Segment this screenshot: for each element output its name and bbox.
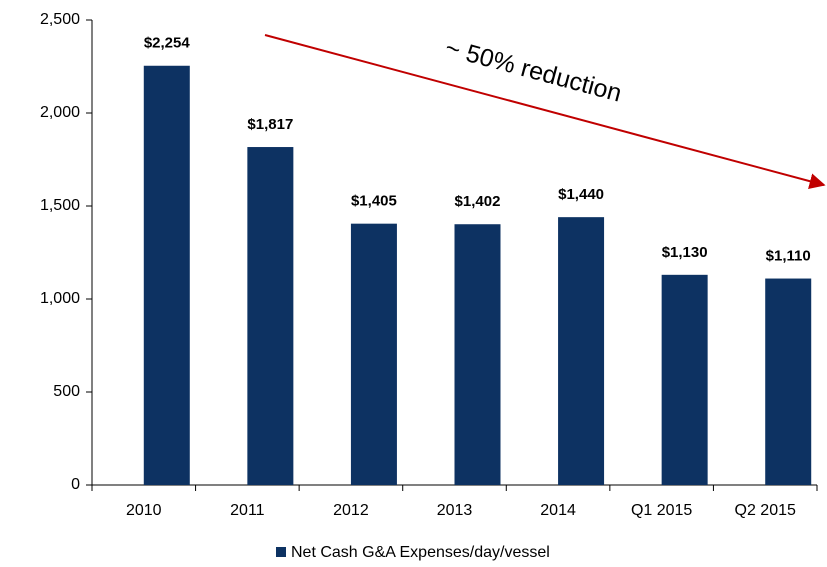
x-tick-label: 2011 — [230, 502, 265, 519]
value-label: $1,130 — [662, 244, 708, 261]
x-tick-label: 2010 — [126, 502, 162, 519]
annotation: ~ 50% reduction — [442, 34, 624, 108]
x-tick-label: 2013 — [437, 502, 473, 519]
bar — [661, 274, 708, 485]
bar — [558, 217, 605, 485]
bar — [247, 147, 294, 485]
y-tick-label: 1,000 — [40, 290, 80, 307]
value-label: $1,440 — [558, 186, 604, 203]
y-tick-label: 2,000 — [40, 104, 80, 121]
y-tick-label: 0 — [71, 476, 80, 493]
x-tick-label: 2014 — [540, 502, 576, 519]
value-label: $1,817 — [247, 116, 293, 133]
legend-swatch — [276, 547, 286, 557]
y-tick-label: 2,500 — [40, 11, 80, 28]
bar — [143, 65, 190, 486]
x-tick-label: Q1 2015 — [631, 502, 692, 519]
y-tick-label: 1,500 — [40, 197, 80, 214]
bar — [454, 224, 501, 485]
value-label: $2,254 — [144, 35, 191, 52]
x-tick-label: Q2 2015 — [735, 502, 796, 519]
bar — [765, 278, 812, 485]
y-tick-label: 500 — [53, 383, 80, 400]
annotation-arrow — [264, 34, 826, 189]
value-label: $1,405 — [351, 193, 397, 210]
legend-label: Net Cash G&A Expenses/day/vessel — [291, 544, 550, 561]
value-label: $1,402 — [455, 193, 501, 210]
bar — [350, 223, 397, 486]
value-label: $1,110 — [766, 248, 811, 265]
x-tick-label: 2012 — [333, 502, 369, 519]
